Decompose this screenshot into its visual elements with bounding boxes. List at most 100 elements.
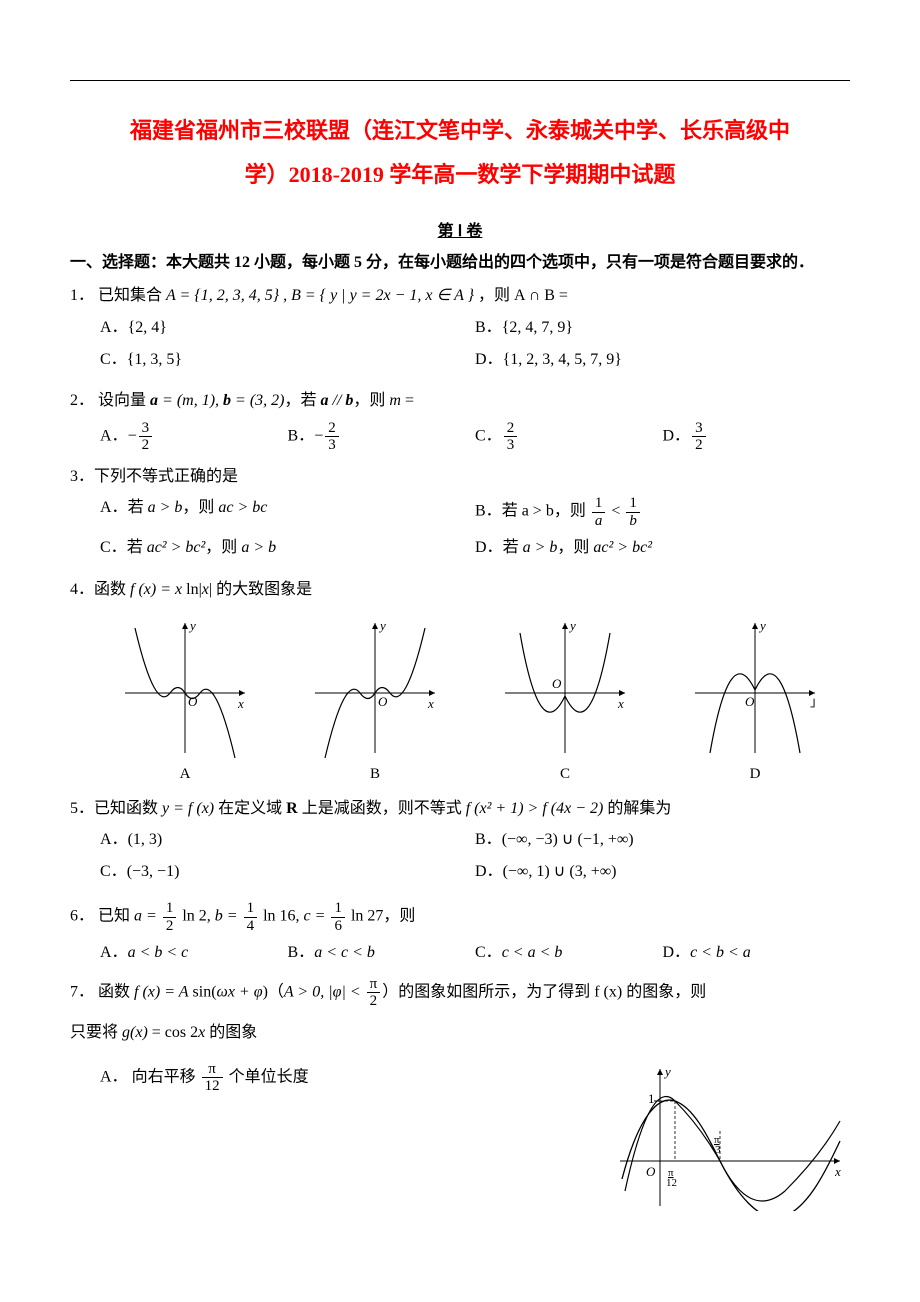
q7-num: 7． — [70, 984, 94, 1001]
q6-optB: a < c < b — [314, 944, 375, 961]
svg-text:y: y — [378, 618, 386, 633]
q7-optA-label: A． — [100, 1068, 128, 1085]
q4-label-D: D — [690, 762, 820, 786]
svg-text:O: O — [552, 676, 562, 691]
q3-optB-lt: < — [607, 503, 624, 520]
q4-num: 4． — [70, 581, 94, 598]
q5-optA: (1, 3) — [128, 831, 163, 848]
q4-svg-D: y 」 O — [690, 618, 820, 758]
svg-text:x: x — [834, 1164, 841, 1179]
question-4: 4．函数 f (x) = x ln|x| 的大致图象是 y x O A y x — [70, 577, 850, 786]
q1-optC-label: C． — [100, 351, 127, 368]
q4-graph-A: y x O A — [120, 618, 250, 786]
q3-optC: 若 ac² > bc²，则 a > b — [127, 539, 276, 556]
q6-optC: c < a < b — [502, 944, 563, 961]
q3-optC-label: C． — [100, 539, 127, 556]
q7-text-p1: 函数 f (x) = A sin(ωx + φ)（A > 0, |φ| < — [98, 984, 365, 1001]
q6-a-eq: a = — [134, 908, 161, 925]
question-2: 2． 设向量 a = (m, 1), b = (3, 2)，若 a // b，则… — [70, 388, 850, 454]
q6-a-den: 2 — [163, 918, 177, 935]
question-3: 3．下列不等式正确的是 A．若 a > b，则 ac > bc B．若 a > … — [70, 464, 850, 567]
q4-svg-A: y x O — [120, 618, 250, 758]
q2-optA-sign: − — [128, 427, 137, 444]
q3-optA: 若 a > b，则 ac > bc — [128, 499, 268, 516]
q2-optD-den: 2 — [692, 437, 706, 454]
q5-num: 5． — [70, 800, 94, 817]
q1-prefix: 已知集合 — [98, 287, 166, 304]
svg-text:y: y — [758, 618, 766, 633]
q4-text: 函数 f (x) = x ln|x| 的大致图象是 — [94, 581, 312, 598]
q1-suffix: ，则 A ∩ B = — [478, 287, 568, 304]
q6-optB-label: B． — [288, 944, 315, 961]
q6-b-den: 4 — [244, 918, 258, 935]
svg-text:」: 」 — [810, 694, 820, 709]
q6-optD-label: D． — [663, 944, 691, 961]
q1-optC: {1, 3, 5} — [127, 351, 182, 368]
q2-optD-num: 3 — [692, 420, 706, 438]
q6-b-tail: ln 16, — [259, 908, 303, 925]
q6-a-tail: ln 2, — [178, 908, 214, 925]
svg-text:x: x — [427, 696, 434, 711]
q4-svg-C: y x O — [500, 618, 630, 758]
q3-optB-prefix: 若 a > b，则 — [502, 503, 590, 520]
q2-text: 设向量 a = (m, 1), b = (3, 2)，若 a // b，则 m … — [98, 392, 414, 409]
q7-text-p2: ）的图象如图所示，为了得到 f (x) 的图象，则 — [382, 984, 706, 1001]
q4-label-B: B — [310, 762, 440, 786]
q4-graph-B: y x O B — [310, 618, 440, 786]
q6-optD: c < b < a — [690, 944, 751, 961]
q2-optC-label: C． — [475, 427, 502, 444]
q7-optA-prefix: 向右平移 — [132, 1068, 200, 1085]
svg-text:3: 3 — [715, 1144, 721, 1156]
svg-text:y: y — [568, 618, 576, 633]
svg-text:O: O — [745, 694, 755, 709]
q2-optB-label: B． — [288, 427, 315, 444]
q3-optA-label: A． — [100, 499, 128, 516]
q2-optB-num: 2 — [325, 420, 339, 438]
svg-text:x: x — [617, 696, 624, 711]
q3-text: 下列不等式正确的是 — [94, 468, 238, 485]
q4-graph-C: y x O C — [500, 618, 630, 786]
q7-optA-num: π — [202, 1061, 223, 1079]
question-7: 7． 函数 f (x) = A sin(ωx + φ)（A > 0, |φ| <… — [70, 976, 850, 1211]
q2-optB-den: 3 — [325, 437, 339, 454]
q1-num: 1． — [70, 287, 94, 304]
q4-graphs: y x O A y x O B — [90, 618, 850, 786]
q3-optD-label: D． — [475, 539, 503, 556]
q3-optB-n1: 1 — [592, 495, 606, 513]
question-5: 5．已知函数 y = f (x) 在定义域 R 上是减函数，则不等式 f (x²… — [70, 796, 850, 891]
q4-graph-D: y 」 O D — [690, 618, 820, 786]
q5-optD-label: D． — [475, 863, 503, 880]
q4-svg-B: y x O — [310, 618, 440, 758]
svg-text:y: y — [188, 618, 196, 633]
q3-optB-label: B． — [475, 503, 502, 520]
q1-optA: {2, 4} — [128, 319, 167, 336]
q1-optD-label: D． — [475, 351, 503, 368]
svg-text:O: O — [646, 1164, 656, 1179]
q4-label-A: A — [120, 762, 250, 786]
q3-optD: 若 a > b，则 ac² > bc² — [503, 539, 652, 556]
top-rule — [70, 80, 850, 81]
title-line2: 学）2018-2019 学年高一数学下学期期中试题 — [70, 155, 850, 195]
q2-optC-den: 3 — [504, 437, 518, 454]
q1-optD: {1, 2, 3, 4, 5, 7, 9} — [503, 351, 622, 368]
q6-b-eq: b = — [215, 908, 242, 925]
q2-optB-sign: − — [314, 427, 323, 444]
q2-optA-label: A． — [100, 427, 128, 444]
section-header: 第 Ⅰ 卷 — [70, 219, 850, 245]
q6-c-den: 6 — [331, 918, 345, 935]
svg-text:x: x — [237, 696, 244, 711]
q3-optB-d1: a — [592, 513, 606, 530]
q3-optB-d2: b — [626, 513, 640, 530]
q1-optA-label: A． — [100, 319, 128, 336]
q6-num: 6． — [70, 908, 94, 925]
question-6: 6． 已知 a = 12 ln 2, b = 14 ln 16, c = 16 … — [70, 900, 850, 966]
q5-optC: (−3, −1) — [127, 863, 180, 880]
q7-svg: y x O 1 π 12 π 3 — [610, 1061, 850, 1211]
q7-graph: y x O 1 π 12 π 3 — [610, 1061, 850, 1211]
q6-optC-label: C． — [475, 944, 502, 961]
q5-optB: (−∞, −3) ∪ (−1, +∞) — [502, 831, 634, 848]
q6-prefix: 已知 — [98, 908, 134, 925]
svg-text:O: O — [378, 694, 388, 709]
q7-line2: 只要将 g(x) = cos 2x 的图象 — [70, 1024, 257, 1041]
q2-optA-num: 3 — [139, 420, 153, 438]
